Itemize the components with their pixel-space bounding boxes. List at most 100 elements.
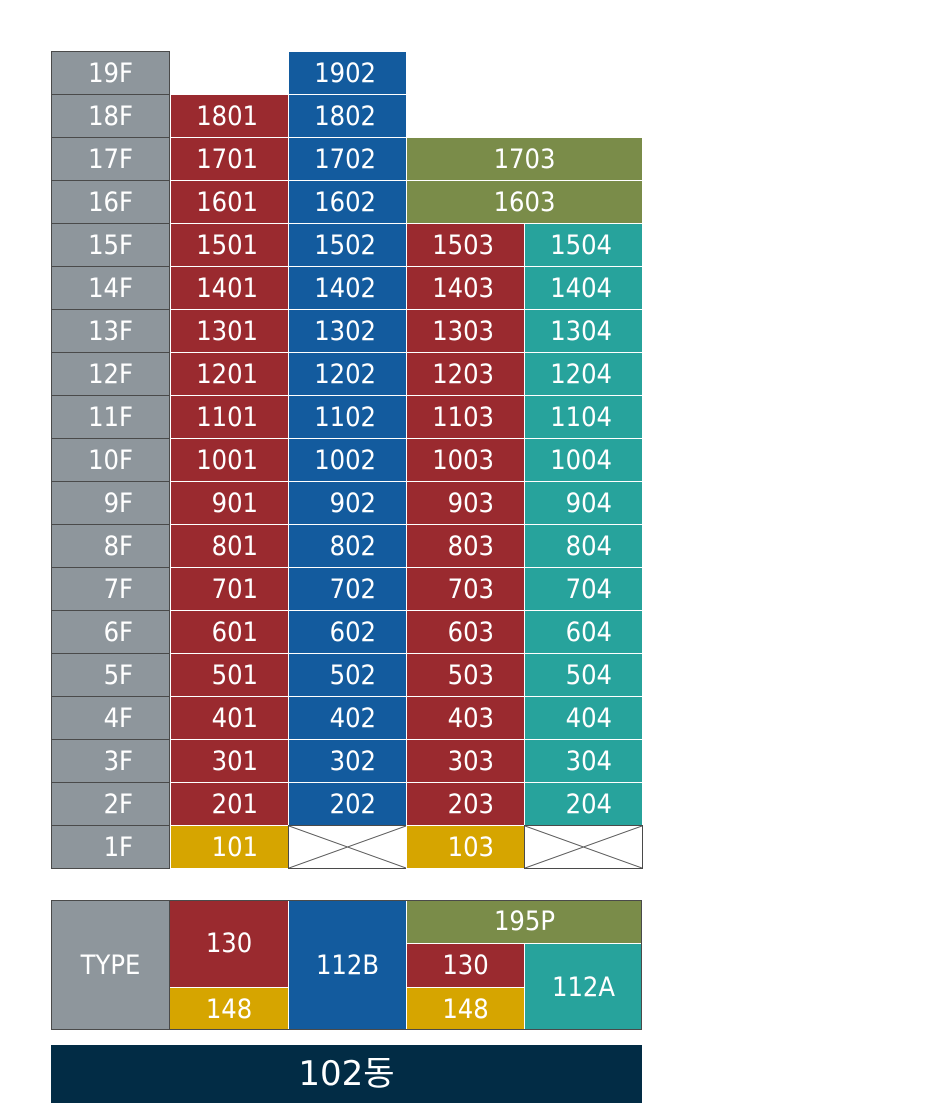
unit-number: 1202 [314, 358, 376, 390]
unit-number: 1603 [493, 186, 556, 218]
cross-icon [525, 826, 642, 868]
floor-label: 10F [51, 438, 170, 482]
legend-type-195p-text: 195P [493, 906, 555, 937]
floor-label: 19F [51, 51, 170, 95]
unit-number: 304 [565, 745, 612, 777]
floor-label-text: 7F [103, 573, 133, 605]
unit-cell: 1701 [170, 137, 289, 181]
floor-label-text: 3F [103, 745, 133, 777]
floor-label-text: 14F [88, 272, 133, 304]
floor-label-text: 15F [88, 229, 133, 261]
legend-type-148-b: 148 [406, 987, 524, 1030]
floor-label: 8F [51, 524, 170, 568]
floor-label-text: 19F [88, 57, 133, 89]
unit-number: 202 [329, 788, 376, 820]
legend-outline [51, 900, 642, 1030]
unit-number: 604 [565, 616, 612, 648]
unit-cell: 203 [406, 782, 525, 826]
floor-label-text: 9F [103, 487, 133, 519]
unit-cell: 403 [406, 696, 525, 740]
unit-cell: 1602 [288, 180, 407, 224]
legend-type-130-b-text: 130 [442, 950, 489, 981]
unit-number: 1801 [196, 100, 258, 132]
unit-number: 1402 [314, 272, 376, 304]
unit-number: 1201 [196, 358, 258, 390]
type-label-text: TYPE [80, 949, 141, 981]
unit-number: 1104 [550, 401, 612, 433]
unit-number: 1002 [314, 444, 376, 476]
floor-label-text: 1F [103, 831, 133, 863]
unit-number: 101 [211, 831, 258, 863]
floor-label: 3F [51, 739, 170, 783]
floor-label-text: 10F [88, 444, 133, 476]
unit-cell: 1401 [170, 266, 289, 310]
floor-label-text: 5F [103, 659, 133, 691]
floor-label: 2F [51, 782, 170, 826]
floor-label: 1F [51, 825, 170, 869]
unit-number: 103 [447, 831, 494, 863]
unit-number: 1001 [196, 444, 258, 476]
unit-number: 1004 [550, 444, 612, 476]
unit-cell: 1103 [406, 395, 525, 439]
unit-cell: 1201 [170, 352, 289, 396]
legend-type-148-text: 148 [205, 993, 253, 1025]
unit-number: 701 [211, 573, 258, 605]
unit-number: 601 [211, 616, 258, 648]
floor-label-text: 18F [88, 100, 133, 132]
unit-cell: 1203 [406, 352, 525, 396]
unit-cell: 702 [288, 567, 407, 611]
unit-cell: 404 [524, 696, 643, 740]
building-label-text: 102동 [298, 1054, 395, 1094]
unit-number: 702 [329, 573, 376, 605]
unit-cell: 1202 [288, 352, 407, 396]
unit-cell: 1001 [170, 438, 289, 482]
legend-type-195p: 195P [406, 900, 642, 943]
unit-number: 603 [447, 616, 494, 648]
unit-number: 204 [565, 788, 612, 820]
unit-cell: 1802 [288, 94, 407, 138]
unit-number: 1502 [314, 229, 376, 261]
unit-cell: 302 [288, 739, 407, 783]
unit-cell: 701 [170, 567, 289, 611]
unit-cell: 502 [288, 653, 407, 697]
unit-cell: 501 [170, 653, 289, 697]
unit-cell: 804 [524, 524, 643, 568]
unit-cell: 1404 [524, 266, 643, 310]
unit-number: 1501 [196, 229, 258, 261]
unit-cell: 1102 [288, 395, 407, 439]
unit-cell: 1501 [170, 223, 289, 267]
unit-cell: 603 [406, 610, 525, 654]
unit-number: 1101 [196, 401, 258, 433]
unit-cell: 1603 [406, 180, 643, 224]
floor-label: 18F [51, 94, 170, 138]
unit-number: 401 [211, 702, 258, 734]
unit-cell: 1601 [170, 180, 289, 224]
legend-type-130-text: 130 [205, 928, 253, 959]
floor-label: 9F [51, 481, 170, 525]
unit-cell: 201 [170, 782, 289, 826]
floor-label: 12F [51, 352, 170, 396]
unit-number: 703 [447, 573, 494, 605]
unit-cell: 1801 [170, 94, 289, 138]
unit-cell: 1503 [406, 223, 525, 267]
unit-number: 201 [211, 788, 258, 820]
unit-number: 501 [211, 659, 258, 691]
legend-type-112a: 112A [524, 943, 642, 1030]
floor-label-text: 8F [103, 530, 133, 562]
unit-cell: 504 [524, 653, 643, 697]
unit-cell: 604 [524, 610, 643, 654]
floor-label-text: 4F [103, 702, 133, 734]
unit-cell: 401 [170, 696, 289, 740]
floor-label: 17F [51, 137, 170, 181]
unit-cell: 303 [406, 739, 525, 783]
unit-cell: 202 [288, 782, 407, 826]
floor-label: 5F [51, 653, 170, 697]
unit-number: 1403 [432, 272, 494, 304]
unit-number: 1003 [432, 444, 494, 476]
unit-number: 1302 [314, 315, 376, 347]
unit-number: 1802 [314, 100, 376, 132]
unit-cell: 801 [170, 524, 289, 568]
legend-type-112b: 112B [288, 900, 406, 1030]
unit-cell: 1403 [406, 266, 525, 310]
unit-cell: 703 [406, 567, 525, 611]
